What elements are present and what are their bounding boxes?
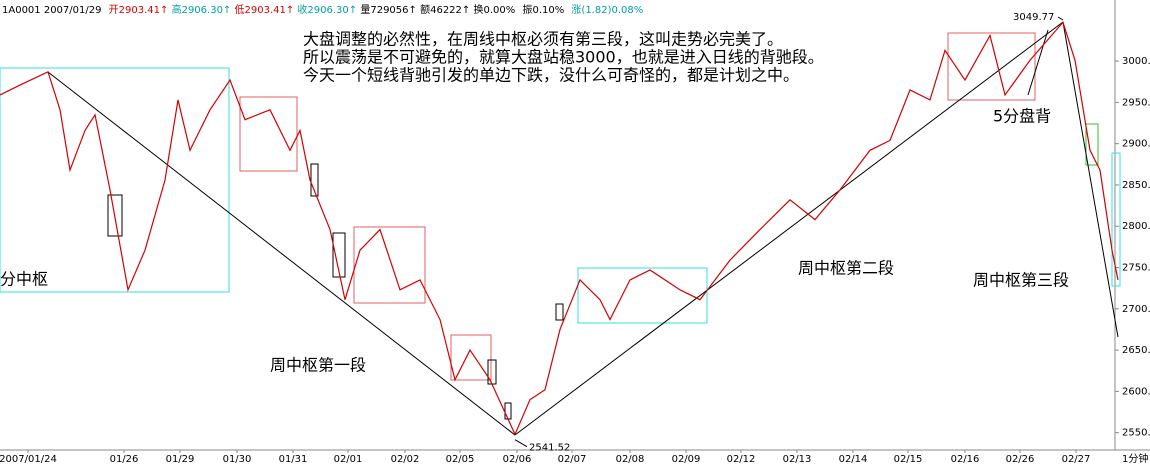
label: 周中枢第三段 bbox=[973, 271, 1069, 290]
box bbox=[332, 232, 346, 278]
note-line: 所以震荡是不可避免的，就算大盘站稳3000，也就是进入日线的背驰段。 bbox=[303, 48, 824, 67]
x-tick-label: 02/06 bbox=[503, 454, 532, 465]
pointer-line bbox=[1027, 29, 1049, 96]
y-tick-label: 2600.00 bbox=[1122, 386, 1150, 397]
header-item: 振0.10% bbox=[522, 3, 564, 16]
trend-lines bbox=[47, 21, 1119, 436]
y-tick-label: 2850.00 bbox=[1122, 180, 1150, 191]
x-tick-label: 01/26 bbox=[110, 454, 139, 465]
header-item: 1A0001 2007/01/29 bbox=[2, 5, 101, 16]
header-item: 换0.00% bbox=[473, 3, 515, 16]
y-tick-label: 2950.00 bbox=[1122, 97, 1150, 108]
box bbox=[577, 267, 708, 324]
header-item: 收2906.30↑ bbox=[297, 3, 357, 16]
x-tick-label: 01/31 bbox=[279, 454, 308, 465]
y-tick-label: 2550.00 bbox=[1122, 428, 1150, 439]
y-tick-label: 2700.00 bbox=[1122, 304, 1150, 315]
label: 周中枢第一段 bbox=[270, 356, 366, 375]
x-tick-label: 02/15 bbox=[894, 454, 923, 465]
notes: 大盘调整的必然性，在周线中枢必须有第三段，这叫走势必完美了。 所以震荡是不可避免… bbox=[0, 30, 1069, 375]
annotation-pointer bbox=[514, 439, 528, 448]
x-tick-label: 02/02 bbox=[391, 454, 420, 465]
trend-line bbox=[47, 71, 516, 436]
header-item: 低2903.41↑ bbox=[235, 3, 295, 16]
x-tick-label: 02/09 bbox=[672, 454, 701, 465]
x-tick-label: 02/12 bbox=[727, 454, 756, 465]
x-tick-label: 2007/01/24 bbox=[0, 454, 57, 465]
y-tick-label: 2650.00 bbox=[1122, 345, 1150, 356]
x-tick-label: 02/07 bbox=[558, 454, 587, 465]
annotation-boxes bbox=[0, 32, 1121, 420]
price-line bbox=[0, 21, 1119, 436]
annotation-label: 3049.77 bbox=[1013, 12, 1054, 23]
x-tick-label: 01/29 bbox=[166, 454, 195, 465]
trend-line bbox=[514, 21, 1064, 436]
x-tick-label: 02/01 bbox=[334, 454, 363, 465]
label: 周中枢第二段 bbox=[798, 259, 894, 278]
box bbox=[239, 96, 298, 172]
x-tick-label: 01/30 bbox=[223, 454, 252, 465]
box bbox=[0, 67, 230, 293]
y-tick-label: 2800.00 bbox=[1122, 221, 1150, 232]
y-tick-label: 3000.00 bbox=[1122, 56, 1150, 67]
x-tick-label: 02/05 bbox=[446, 454, 475, 465]
header-item: 开2903.41↑ bbox=[109, 5, 169, 16]
box bbox=[107, 194, 123, 237]
header: 1A0001 2007/01/29 开2903.41↑ 高2906.30↑ 低2… bbox=[2, 3, 643, 16]
header-item: 量729056↑ bbox=[360, 4, 417, 16]
box bbox=[1085, 123, 1099, 166]
box bbox=[555, 303, 564, 321]
box bbox=[450, 334, 492, 381]
note-line: 今天一个短线背驰引发的单边下跌，没什么可奇怪的，都是计划之中。 bbox=[303, 66, 799, 85]
box bbox=[947, 32, 1036, 101]
label: 5分盘背 bbox=[993, 107, 1051, 126]
header-item: 涨(1.82)0.08% bbox=[571, 4, 643, 16]
box bbox=[1111, 152, 1121, 287]
x-tick-label: 02/16 bbox=[951, 454, 980, 465]
x-tick-label: 02/27 bbox=[1062, 454, 1091, 465]
y-tick-label: 2900.00 bbox=[1122, 139, 1150, 150]
box bbox=[310, 163, 319, 197]
annotation-label: 2541.52 bbox=[529, 443, 570, 454]
x-tick-label: 02/13 bbox=[783, 454, 812, 465]
annotation-pointer bbox=[1057, 16, 1064, 21]
box bbox=[353, 226, 426, 304]
x-tick-label: 02/26 bbox=[1006, 454, 1035, 465]
label: 分中枢 bbox=[0, 270, 48, 289]
header-item: 额46222↑ bbox=[420, 3, 470, 16]
x-tick-label: 02/14 bbox=[839, 454, 868, 465]
x-tick-label: 02/08 bbox=[616, 454, 645, 465]
trend-line bbox=[1062, 21, 1119, 338]
header-item: 高2906.30↑ bbox=[172, 3, 232, 16]
note-line: 大盘调整的必然性，在周线中枢必须有第三段，这叫走势必完美了。 bbox=[303, 30, 783, 49]
period-label: 1分钟 bbox=[1122, 452, 1148, 465]
y-tick-label: 2750.00 bbox=[1122, 263, 1150, 274]
